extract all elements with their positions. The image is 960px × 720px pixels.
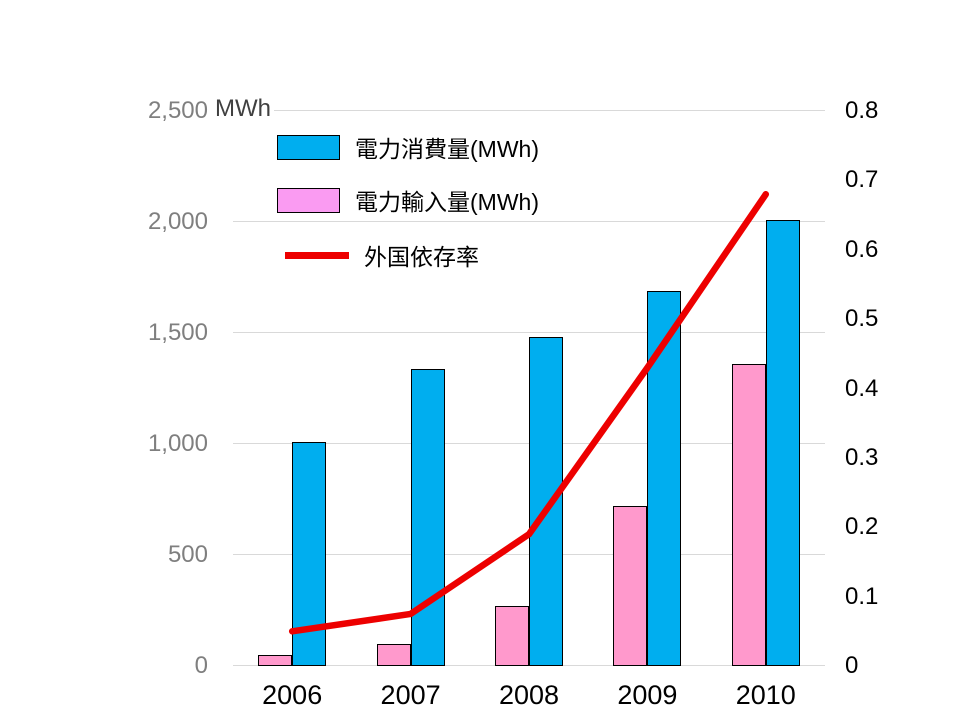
import-bar: [258, 654, 293, 666]
left-axis-tick-label: 2,000: [147, 208, 208, 235]
x-axis-tick-label: 2010: [735, 680, 796, 710]
right-axis-tick-label: 0.3: [845, 443, 879, 471]
gridline: [233, 110, 825, 112]
consumption-legend-swatch: [277, 134, 340, 160]
right-axis-tick-label: 0.7: [845, 166, 879, 194]
legend-item-dependency: 外国依存率: [277, 238, 479, 272]
right-axis-tick-label: 0: [845, 652, 859, 679]
left-axis-tick-label: 2,500: [147, 97, 208, 124]
dependency-legend-label: 外国依存率: [364, 244, 479, 270]
x-axis-tick-label: 2009: [617, 680, 678, 710]
import-legend-swatch: [277, 187, 340, 213]
consumption-legend-label: 電力消費量(MWh): [355, 136, 539, 162]
dependency-legend-line-swatch: [285, 251, 349, 259]
left-axis-tick-label: 1,500: [147, 319, 208, 346]
consumption-bar: [765, 219, 800, 666]
left-axis-tick-label: 0: [194, 652, 208, 679]
right-axis-tick-label: 0.6: [845, 235, 879, 263]
import-legend-label: 電力輸入量(MWh): [355, 189, 539, 215]
right-axis-tick-label: 0.5: [845, 305, 879, 333]
right-axis-tick-label: 0.4: [845, 374, 879, 402]
left-axis-tick-label: 500: [167, 541, 208, 568]
left-axis-unit-label: MWh: [215, 95, 274, 123]
legend-item-consumption: 電力消費量(MWh): [277, 130, 539, 164]
x-axis-tick-label: 2007: [380, 680, 441, 710]
right-axis-tick-label: 0.1: [845, 582, 879, 610]
x-axis-tick-label: 2006: [262, 680, 323, 710]
import-bar: [376, 643, 411, 666]
right-axis-tick-label: 0.8: [845, 97, 879, 124]
right-axis-tick-label: 0.2: [845, 513, 879, 541]
x-axis-tick-label: 2008: [498, 680, 560, 710]
left-axis-tick-label: 1,000: [147, 430, 208, 457]
legend-item-import: 電力輸入量(MWh): [277, 183, 539, 217]
